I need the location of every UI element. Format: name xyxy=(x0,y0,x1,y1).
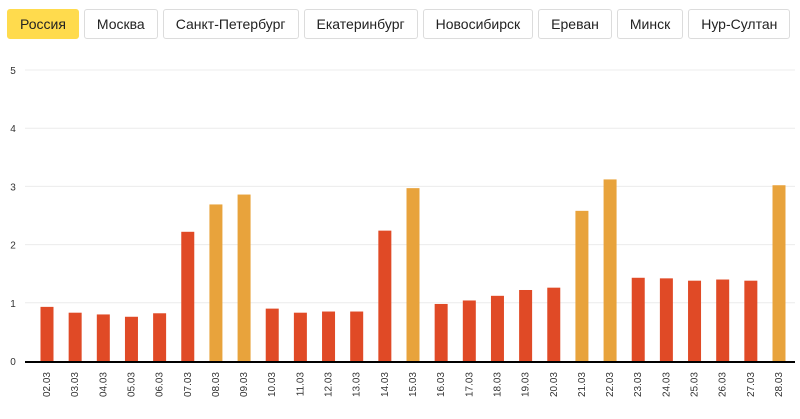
y-tick-label: 3 xyxy=(10,182,16,193)
x-tick-label: 24.03 xyxy=(661,372,672,397)
x-tick-label: 19.03 xyxy=(521,372,532,397)
bar-15.03[interactable] xyxy=(406,188,420,361)
x-tick-label: 12.03 xyxy=(324,372,335,397)
x-axis-labels: 02.03 03.03 04.03 05.03 06.03 07.03 08.03 09.03… xyxy=(42,372,785,397)
tab-6[interactable]: Минск xyxy=(616,9,684,39)
tab-0[interactable]: Россия xyxy=(7,9,79,39)
tab-5[interactable]: Ереван xyxy=(538,9,612,39)
x-tick-label: 10.03 xyxy=(267,372,278,397)
y-tick-label: 1 xyxy=(10,299,16,310)
x-tick-label: 05.03 xyxy=(126,372,137,397)
bar-20.03[interactable] xyxy=(547,287,561,361)
bar-21.03[interactable] xyxy=(575,210,589,361)
tab-7[interactable]: Нур-Султан xyxy=(688,9,791,39)
x-tick-label: 13.03 xyxy=(352,372,363,397)
y-axis-labels: 0 1 2 3 4 5 xyxy=(10,66,16,368)
bar-07.03[interactable] xyxy=(181,231,195,361)
bar-03.03[interactable] xyxy=(68,312,82,361)
x-tick-label: 16.03 xyxy=(436,372,447,397)
x-tick-label: 25.03 xyxy=(690,372,701,397)
bar-05.03[interactable] xyxy=(124,316,138,361)
bar-13.03[interactable] xyxy=(350,311,364,361)
bar-17.03[interactable] xyxy=(462,300,476,361)
bar-25.03[interactable] xyxy=(688,280,702,361)
tab-3[interactable]: Екатеринбург xyxy=(303,9,418,39)
x-tick-label: 07.03 xyxy=(183,372,194,397)
y-tick-label: 5 xyxy=(10,66,16,77)
x-tick-label: 09.03 xyxy=(239,372,250,397)
bar-24.03[interactable] xyxy=(659,278,673,361)
bar-11.03[interactable] xyxy=(293,312,307,361)
y-tick-label: 2 xyxy=(10,241,16,252)
tab-4[interactable]: Новосибирск xyxy=(422,9,534,39)
x-tick-label: 23.03 xyxy=(633,372,644,397)
y-tick-label: 0 xyxy=(10,357,16,368)
tab-1[interactable]: Москва xyxy=(83,9,158,39)
x-tick-label: 06.03 xyxy=(155,372,166,397)
x-tick-label: 26.03 xyxy=(718,372,729,397)
bar-19.03[interactable] xyxy=(519,289,533,361)
bar-12.03[interactable] xyxy=(322,311,336,361)
bar-06.03[interactable] xyxy=(153,313,167,361)
bar-27.03[interactable] xyxy=(744,280,758,361)
bar-26.03[interactable] xyxy=(716,279,730,361)
x-tick-label: 20.03 xyxy=(549,372,560,397)
x-tick-label: 22.03 xyxy=(605,372,616,397)
x-tick-label: 27.03 xyxy=(746,372,757,397)
x-tick-label: 11.03 xyxy=(295,372,306,397)
bar-22.03[interactable] xyxy=(603,179,617,361)
city-tabs: Россия Москва Санкт-Петербург Екатеринбург Н… xyxy=(7,9,791,39)
x-tick-label: 18.03 xyxy=(492,372,503,397)
bar-02.03[interactable] xyxy=(40,306,54,361)
x-tick-label: 02.03 xyxy=(42,372,53,397)
x-tick-label: 15.03 xyxy=(408,372,419,397)
y-tick-label: 4 xyxy=(10,124,16,135)
bar-16.03[interactable] xyxy=(434,303,448,361)
bars xyxy=(40,179,786,361)
x-tick-label: 03.03 xyxy=(70,372,81,397)
bar-23.03[interactable] xyxy=(631,277,645,361)
bar-10.03[interactable] xyxy=(265,308,279,361)
bar-14.03[interactable] xyxy=(378,230,392,361)
bar-04.03[interactable] xyxy=(96,314,110,361)
x-tick-label: 28.03 xyxy=(774,372,785,397)
bar-09.03[interactable] xyxy=(237,194,251,361)
x-tick-label: 04.03 xyxy=(98,372,109,397)
bar-08.03[interactable] xyxy=(209,204,223,361)
bar-18.03[interactable] xyxy=(490,295,504,361)
tab-2[interactable]: Санкт-Петербург xyxy=(162,9,299,39)
x-tick-label: 14.03 xyxy=(380,372,391,397)
x-tick-label: 08.03 xyxy=(211,372,222,397)
bar-28.03[interactable] xyxy=(772,185,786,361)
x-tick-label: 21.03 xyxy=(577,372,588,397)
x-tick-label: 17.03 xyxy=(464,372,475,397)
